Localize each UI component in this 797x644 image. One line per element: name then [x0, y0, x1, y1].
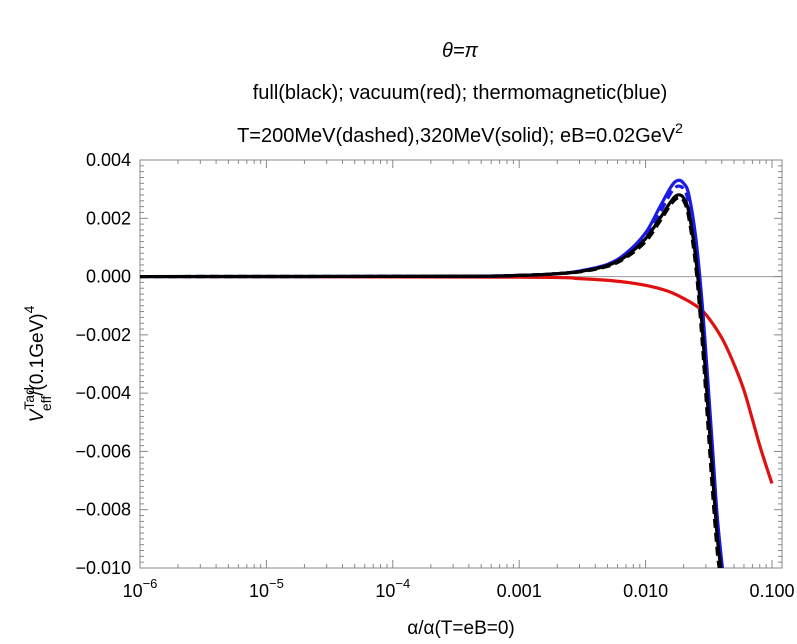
title-line-2-text: full(black); vacuum(red); thermomagnetic…: [253, 82, 668, 104]
title-line-3-text: T=200MeV(dashed),320MeV(solid); eB=0.02G…: [237, 125, 676, 147]
y-tick-label: 0.004: [86, 150, 131, 170]
chart-title: θ=π full(black); vacuum(red); thermomagn…: [237, 40, 683, 147]
y-axis-label-sup: Tad: [21, 387, 37, 410]
y-axis-label-rest: /(0.1GeV): [27, 313, 48, 395]
x-tick-label: 10−6: [123, 576, 158, 601]
y-tick-label: 0.000: [86, 267, 131, 287]
x-tick-label-base: 10: [249, 581, 269, 601]
x-tick-label-exp: −6: [143, 576, 158, 591]
x-tick-label-base: 10: [375, 581, 395, 601]
y-axis-label: VTadeff/(0.1GeV)4: [21, 305, 54, 422]
y-ticks: 0.004 0.002 0.000 −0.002 −0.004 −0.006 −0.008 −…: [75, 150, 782, 578]
series-full-dashed: [140, 196, 721, 568]
series-vacuum-solid: [140, 274, 774, 484]
y-tick-label: 0.002: [86, 208, 131, 228]
y-tick-label: −0.010: [75, 558, 131, 578]
y-tick-label: −0.006: [75, 441, 131, 461]
y-axis-label-main: V: [27, 407, 48, 422]
x-ticks: 10−6 10−5 10−4 0.001 0.010 0.100: [123, 160, 795, 601]
title-line-2: full(black); vacuum(red); thermomagnetic…: [253, 82, 668, 104]
y-tick-label: −0.004: [75, 383, 131, 403]
y-axis-label-sub: eff: [38, 396, 54, 411]
series-full-solid: [140, 193, 723, 568]
x-tick-label-base: 10: [123, 581, 143, 601]
y-tick-label: −0.002: [75, 325, 131, 345]
x-tick-label: 10−4: [375, 576, 410, 601]
x-tick-label: 0.100: [749, 581, 794, 601]
x-tick-label-exp: −4: [395, 576, 410, 591]
x-axis-label: α/α(T=eB=0): [407, 618, 515, 639]
y-axis-label-rest-sup: 4: [21, 305, 37, 313]
x-tick-label: 10−5: [249, 576, 284, 601]
title-line-1-text: θ=π: [442, 40, 479, 62]
x-tick-label: 0.010: [623, 581, 668, 601]
series-thermomagnetic-solid: [140, 178, 725, 568]
x-tick-label-exp: −5: [269, 576, 284, 591]
plot-frame: [139, 159, 783, 569]
y-tick-label: −0.008: [75, 500, 131, 520]
title-line-3-sup: 2: [675, 120, 683, 136]
x-tick-label: 0.001: [497, 581, 542, 601]
series-layer: [140, 178, 774, 568]
title-line-1: θ=π: [442, 40, 479, 62]
title-line-3: T=200MeV(dashed),320MeV(solid); eB=0.02G…: [237, 120, 683, 147]
